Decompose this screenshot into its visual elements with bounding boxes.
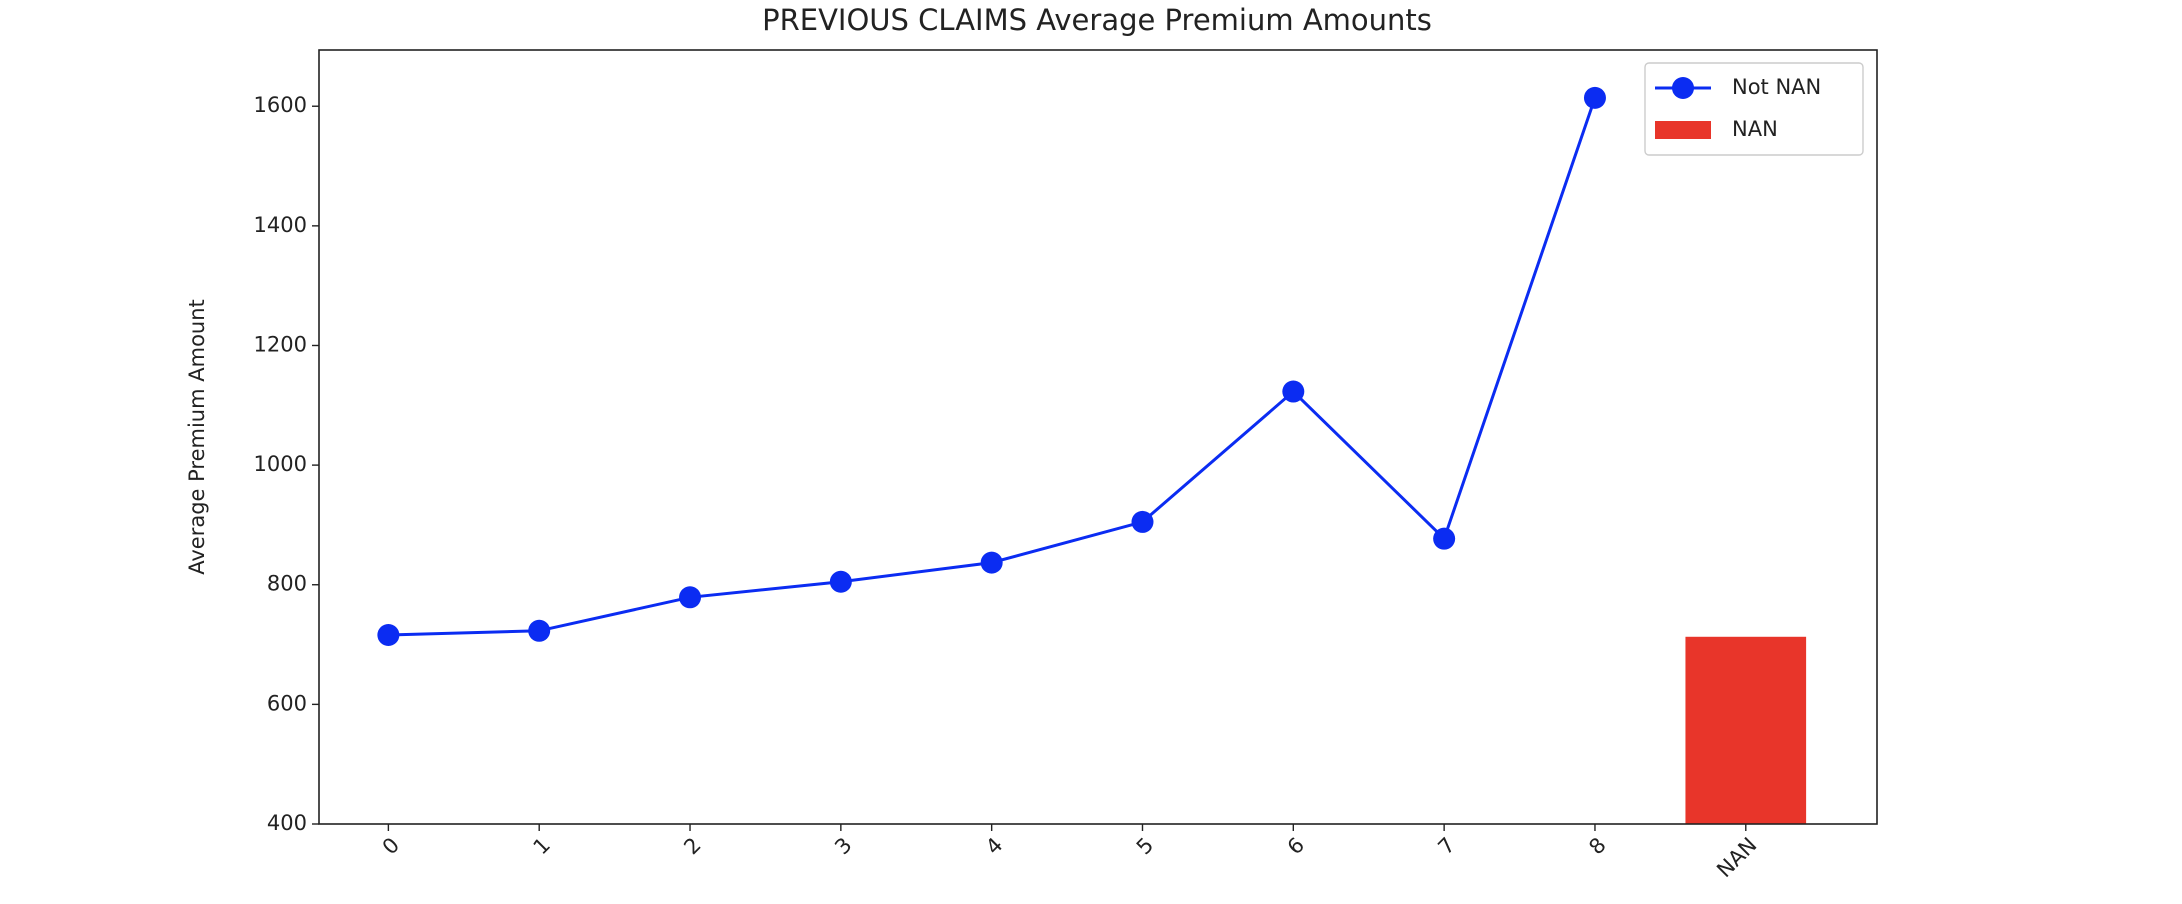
y-tick-label: 400: [267, 811, 307, 835]
x-tick-label: 0: [378, 833, 404, 859]
y-tick-label: 1000: [254, 452, 307, 476]
point: [1583, 86, 1606, 109]
x-tick-label: 4: [981, 833, 1007, 859]
legend-label: Not NAN: [1732, 75, 1821, 99]
y-tick-label: 600: [267, 691, 307, 715]
x-tick-label: 7: [1433, 833, 1459, 859]
x-tick-label: 3: [830, 833, 856, 859]
legend-label: NAN: [1732, 117, 1778, 141]
point: [1433, 527, 1456, 550]
point: [980, 551, 1003, 574]
y-tick-label: 800: [267, 572, 307, 596]
legend-marker: [1672, 77, 1694, 99]
y-tick-label: 1200: [254, 332, 307, 356]
point: [528, 619, 551, 642]
point: [829, 570, 852, 593]
x-tick-label: 6: [1283, 833, 1309, 859]
x-tick-label: NAN: [1712, 833, 1761, 882]
point: [1131, 510, 1154, 533]
x-tick-label: 8: [1584, 833, 1610, 859]
x-tick-label: 2: [679, 833, 705, 859]
legend-swatch: [1655, 121, 1711, 139]
x-tick-label: 1: [529, 833, 555, 859]
chart-title: PREVIOUS CLAIMS Average Premium Amounts: [762, 3, 1432, 37]
point: [679, 586, 702, 609]
point: [1282, 380, 1305, 403]
y-axis-label: Average Premium Amount: [185, 299, 209, 575]
point: [377, 623, 400, 646]
x-tick-label: 5: [1132, 833, 1158, 859]
plot-frame: [318, 49, 1878, 825]
y-tick-label: 1600: [254, 93, 307, 117]
bar: [1685, 636, 1807, 824]
y-tick-label: 1400: [254, 213, 307, 237]
